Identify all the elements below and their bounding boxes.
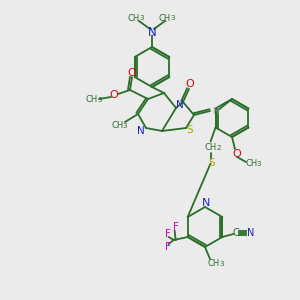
Text: S: S xyxy=(187,125,193,135)
Text: F: F xyxy=(173,222,178,232)
Text: 3: 3 xyxy=(171,16,175,22)
Text: 3: 3 xyxy=(220,261,224,267)
Text: H: H xyxy=(212,106,218,116)
Text: O: O xyxy=(186,79,194,89)
Text: C: C xyxy=(233,228,240,238)
Text: N: N xyxy=(148,26,156,39)
Text: CH: CH xyxy=(159,14,171,23)
Text: N: N xyxy=(137,126,145,136)
Text: F: F xyxy=(165,242,171,252)
Text: 3: 3 xyxy=(123,123,127,129)
Text: N: N xyxy=(202,198,210,208)
Text: O: O xyxy=(232,149,242,159)
Text: 3: 3 xyxy=(257,161,261,167)
Text: S: S xyxy=(208,158,215,167)
Text: O: O xyxy=(128,68,136,78)
Text: CH: CH xyxy=(86,95,98,104)
Text: O: O xyxy=(110,90,118,100)
Text: 3: 3 xyxy=(140,16,144,22)
Text: N: N xyxy=(247,228,254,238)
Text: N: N xyxy=(176,100,184,110)
Text: CH: CH xyxy=(208,260,220,268)
Text: 2: 2 xyxy=(216,145,221,151)
Text: CH: CH xyxy=(128,14,140,23)
Text: CH: CH xyxy=(112,122,124,130)
Text: 3: 3 xyxy=(98,97,102,103)
Text: F: F xyxy=(165,229,171,239)
Text: CH: CH xyxy=(246,160,258,169)
Text: CH: CH xyxy=(204,143,217,152)
